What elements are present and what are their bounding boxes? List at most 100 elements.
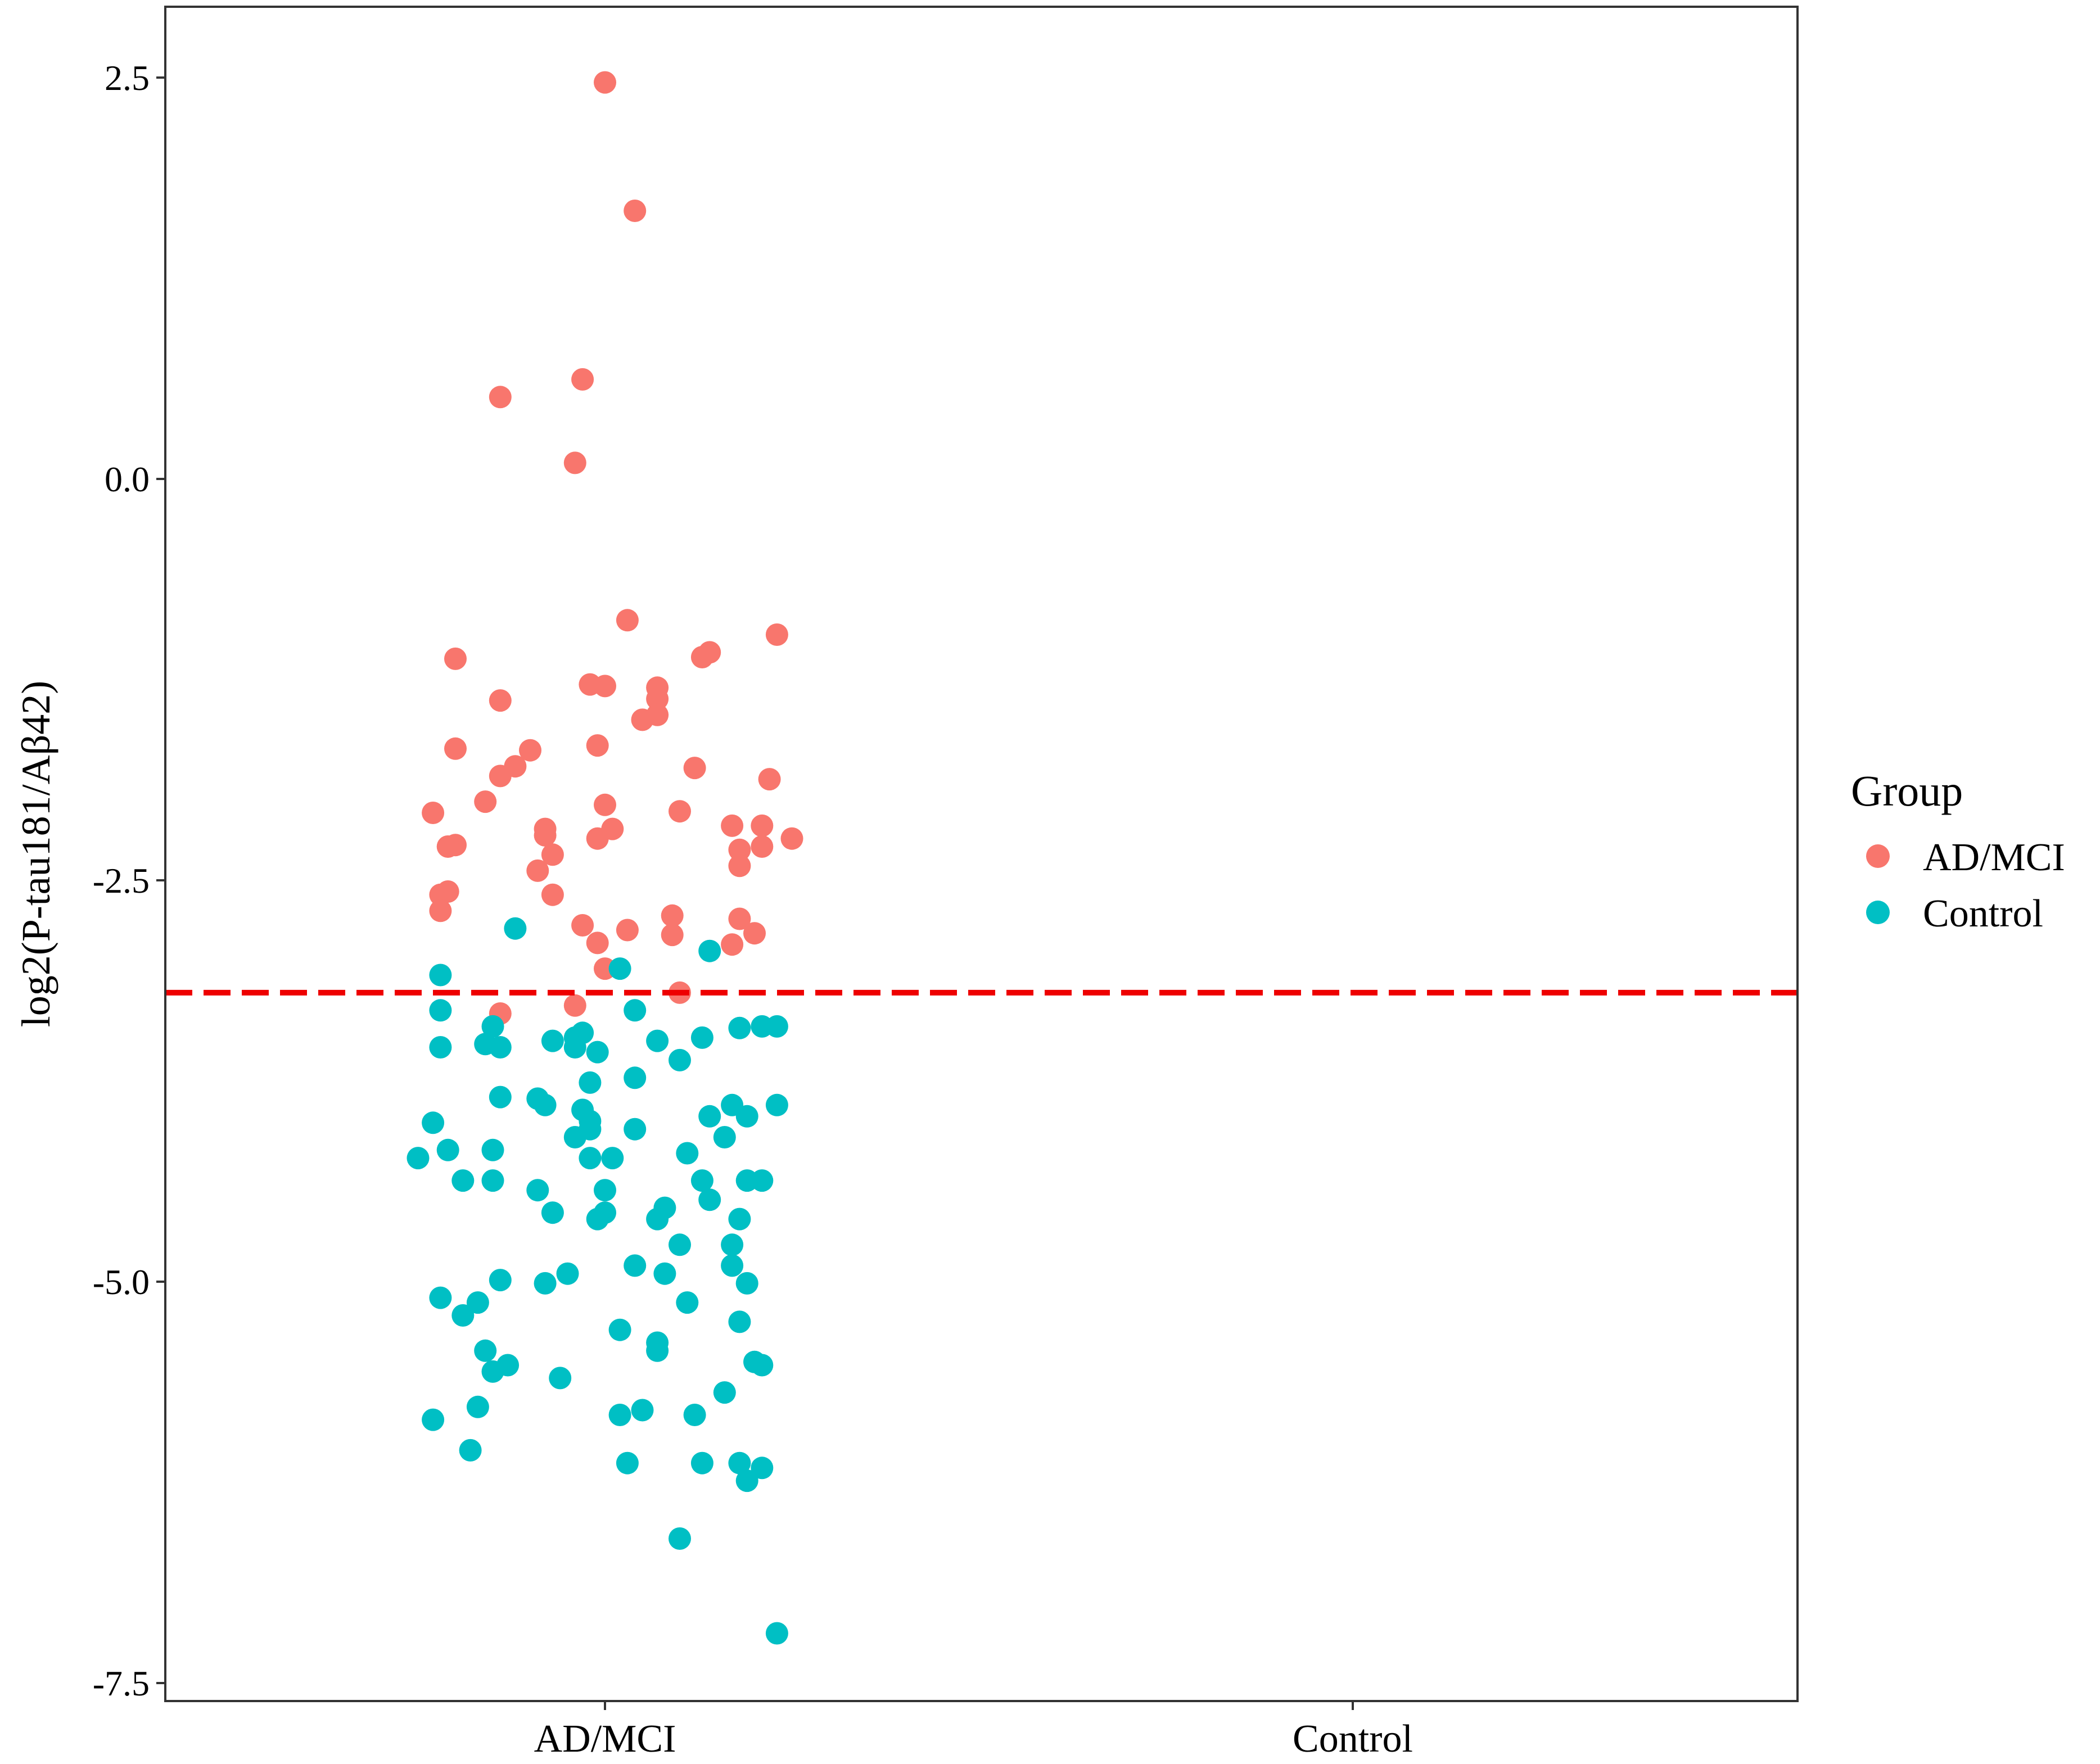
data-point-ad-mci-32 [534,824,557,847]
data-point-control-92 [669,1527,691,1550]
data-point-ad-mci-18 [444,737,467,760]
data-point-ad-mci-49 [616,919,639,942]
data-point-control-32 [422,1111,445,1134]
data-point-control-77 [751,1354,774,1377]
data-point-ad-mci-14 [489,689,512,712]
data-point-control-47 [751,1169,774,1192]
data-point-ad-mci-39 [541,843,564,866]
data-point-ad-mci-46 [661,904,684,927]
y-axis-label: log2(P-tau181/Aβ42) [13,681,58,1028]
legend-key-ad-mci [1866,844,1890,868]
data-point-control-44 [690,1169,713,1192]
data-point-control-48 [526,1179,549,1202]
y-tick-label-0: 2.5 [105,58,150,98]
data-point-control-17 [489,1036,512,1059]
legend-label-control: Control [1923,892,2043,935]
data-point-ad-mci-43 [429,883,452,906]
data-point-ad-mci-51 [661,924,684,947]
data-point-ad-mci-0 [594,71,616,94]
legend: Group AD/MCI Control [1851,766,2065,935]
y-tick-label-1: 0.0 [105,459,150,499]
data-point-control-38 [481,1138,504,1161]
data-point-ad-mci-50 [743,922,766,945]
data-point-ad-mci-28 [721,814,744,837]
data-point-control-93 [765,1622,788,1645]
points-layer [407,71,803,1645]
data-point-control-65 [735,1272,758,1295]
data-point-control-87 [616,1451,639,1474]
data-point-ad-mci-8 [690,646,713,668]
data-point-ad-mci-9 [444,647,467,670]
data-point-control-52 [541,1201,564,1224]
data-point-control-57 [669,1233,691,1256]
x-tick-label-control: Control [1293,1717,1413,1761]
data-point-control-83 [608,1404,631,1426]
data-point-ad-mci-48 [571,914,594,937]
x-tick-label-ad-mci: AD/MCI [534,1717,676,1761]
data-point-control-88 [690,1451,713,1474]
data-point-control-74 [646,1339,669,1362]
y-tick-label-3: -5.0 [93,1262,150,1302]
data-point-control-63 [489,1269,512,1292]
data-point-ad-mci-53 [721,933,744,956]
data-point-control-2 [608,957,631,980]
data-point-ad-mci-29 [751,814,774,837]
data-point-control-27 [765,1093,788,1116]
data-point-ad-mci-4 [563,451,586,474]
data-point-control-91 [735,1469,758,1492]
data-point-control-6 [481,1015,504,1038]
legend-label-ad-mci: AD/MCI [1923,836,2065,879]
data-point-control-37 [436,1138,459,1161]
data-point-ad-mci-13 [646,687,669,711]
data-point-control-58 [721,1233,744,1256]
data-point-control-40 [407,1147,430,1170]
data-point-ad-mci-34 [780,827,803,850]
data-point-ad-mci-25 [594,793,616,816]
data-point-control-84 [683,1404,706,1426]
y-tick-label-4: -7.5 [93,1663,150,1703]
data-point-control-21 [624,1066,647,1089]
data-point-control-42 [601,1147,624,1170]
data-point-ad-mci-41 [526,859,549,882]
data-point-control-85 [422,1408,445,1431]
data-point-control-12 [690,1026,713,1049]
data-point-control-35 [563,1126,586,1148]
data-point-ad-mci-27 [422,802,445,824]
data-point-ad-mci-47 [728,907,751,930]
data-point-control-62 [653,1262,676,1285]
data-point-ad-mci-45 [429,899,452,922]
data-point-control-34 [624,1118,647,1141]
y-axis: 2.5 0.0 -2.5 -5.0 -7.5 [93,58,165,1703]
data-point-ad-mci-36 [436,835,459,858]
data-point-ad-mci-52 [586,931,609,955]
data-point-control-82 [631,1399,654,1422]
data-point-control-31 [735,1105,758,1128]
data-point-control-90 [751,1457,774,1480]
data-point-control-20 [669,1048,691,1071]
data-point-control-54 [586,1207,609,1231]
data-point-control-16 [429,1036,452,1059]
data-point-control-5 [624,999,647,1022]
data-point-control-1 [698,939,721,962]
data-point-ad-mci-38 [728,838,751,861]
data-point-ad-mci-22 [489,765,512,788]
data-point-control-0 [504,917,527,940]
data-point-control-78 [481,1360,504,1383]
data-point-control-18 [563,1036,586,1059]
data-point-control-22 [579,1071,602,1094]
data-point-control-61 [556,1262,579,1285]
data-point-ad-mci-16 [631,708,654,731]
data-point-ad-mci-24 [474,790,497,813]
data-point-control-3 [429,964,452,987]
data-point-ad-mci-19 [519,739,541,762]
data-point-control-9 [728,1016,751,1039]
data-point-control-73 [474,1339,497,1362]
data-point-control-25 [534,1093,557,1116]
data-point-ad-mci-37 [751,835,774,858]
data-point-ad-mci-11 [594,675,616,698]
legend-title: Group [1851,766,1963,815]
data-point-ad-mci-6 [765,623,788,646]
data-point-control-49 [594,1179,616,1202]
data-point-control-86 [459,1439,482,1462]
